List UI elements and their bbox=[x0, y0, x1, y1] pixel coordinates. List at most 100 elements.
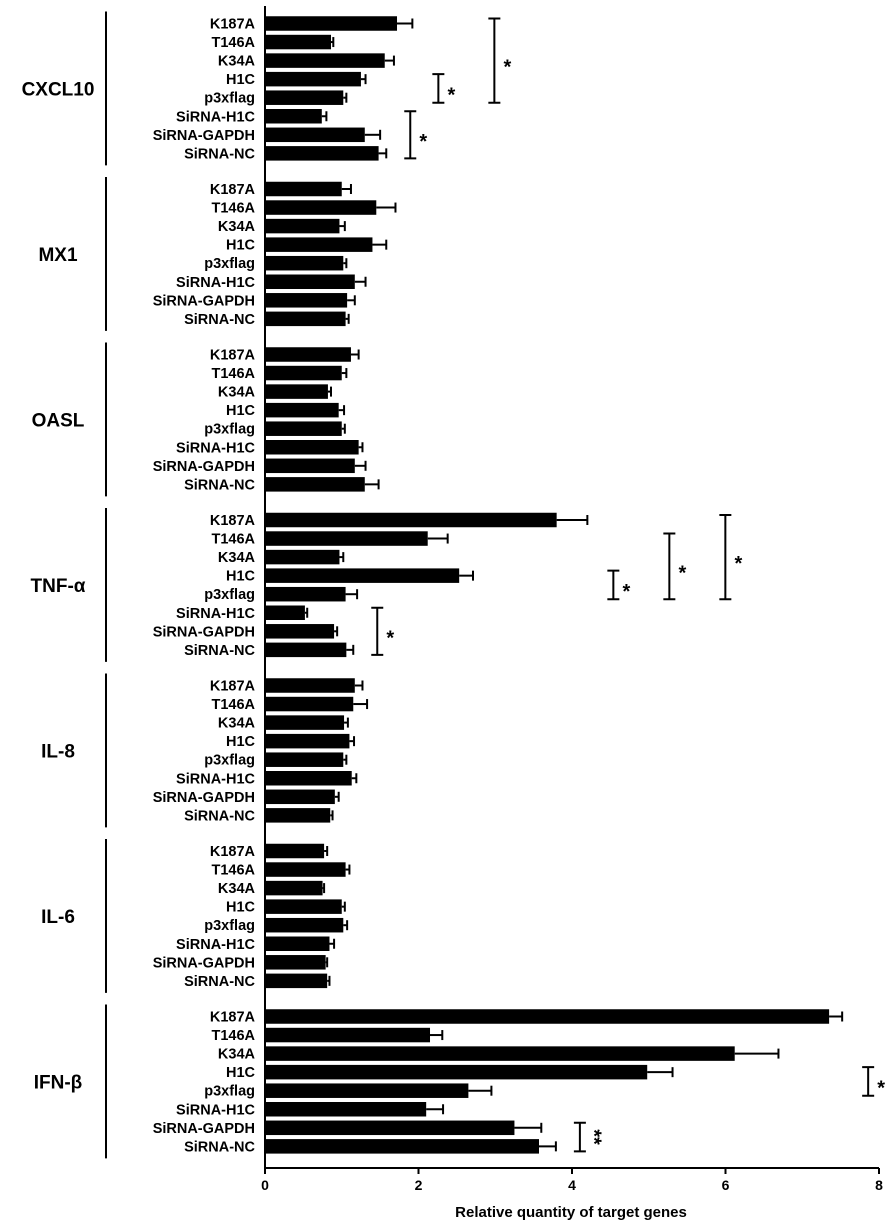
category-label: K187A bbox=[210, 1010, 256, 1026]
category-label: SiRNA-H1C bbox=[176, 606, 255, 622]
bar bbox=[265, 568, 460, 583]
bar bbox=[265, 384, 328, 399]
category-label: SiRNA-GAPDH bbox=[153, 624, 255, 640]
bar bbox=[265, 53, 385, 68]
category-label: T146A bbox=[211, 35, 255, 51]
bar bbox=[265, 402, 339, 418]
category-label: SiRNA-NC bbox=[184, 808, 255, 824]
category-label: SiRNA-GAPDH bbox=[153, 790, 255, 806]
category-label: SiRNA-NC bbox=[184, 974, 255, 990]
group-label: OASL bbox=[32, 410, 85, 431]
group-label: IL-6 bbox=[41, 907, 75, 928]
x-tick-label: 8 bbox=[875, 1177, 883, 1193]
bar bbox=[265, 586, 346, 602]
bar bbox=[265, 624, 335, 639]
significance-bracket bbox=[663, 532, 676, 601]
group-label: IFN-β bbox=[34, 1072, 83, 1093]
bar bbox=[265, 477, 365, 492]
x-tick-label: 6 bbox=[722, 1177, 730, 1193]
bar bbox=[265, 440, 359, 455]
bar bbox=[265, 347, 351, 362]
bar bbox=[265, 71, 361, 87]
category-label: SiRNA-NC bbox=[184, 643, 255, 659]
category-label: K187A bbox=[210, 348, 256, 364]
bar bbox=[265, 255, 344, 271]
significance-bracket bbox=[719, 514, 732, 601]
bar bbox=[265, 458, 355, 474]
category-label: T146A bbox=[211, 697, 255, 713]
category-label: H1C bbox=[226, 238, 256, 254]
category-label: SiRNA-H1C bbox=[176, 1102, 255, 1118]
labels-layer: CXCL10 K187A T146A K34A H1C p3xflag SiRNA-H1C S… bbox=[22, 11, 256, 1159]
bar bbox=[265, 880, 323, 896]
category-label: SiRNA-NC bbox=[184, 146, 255, 162]
category-label: SiRNA-GAPDH bbox=[153, 955, 255, 971]
bar bbox=[265, 311, 346, 327]
bar bbox=[265, 973, 328, 989]
category-label: K34A bbox=[218, 219, 256, 235]
x-axis: 0 2 4 6 8 bbox=[261, 6, 883, 1193]
category-label: T146A bbox=[211, 201, 255, 217]
category-label: SiRNA-GAPDH bbox=[153, 293, 255, 309]
bar bbox=[265, 200, 377, 215]
category-label: H1C bbox=[226, 900, 256, 916]
category-label: SiRNA-GAPDH bbox=[153, 459, 255, 475]
category-label: p3xflag bbox=[204, 422, 255, 438]
group-label: CXCL10 bbox=[22, 79, 95, 100]
category-label: H1C bbox=[226, 403, 256, 419]
significance-bracket bbox=[371, 606, 384, 656]
category-label: p3xflag bbox=[204, 587, 255, 603]
category-label: K34A bbox=[218, 1047, 256, 1063]
category-label: T146A bbox=[211, 366, 255, 382]
bar bbox=[265, 146, 379, 161]
category-label: p3xflag bbox=[204, 918, 255, 934]
bar bbox=[265, 696, 354, 712]
bar bbox=[265, 642, 347, 658]
category-label: K34A bbox=[218, 550, 256, 566]
category-label: SiRNA-H1C bbox=[176, 771, 255, 787]
significance-label: * bbox=[447, 84, 455, 106]
category-label: H1C bbox=[226, 734, 256, 750]
category-label: T146A bbox=[211, 1028, 255, 1044]
bar bbox=[265, 90, 344, 105]
significance-label: ** bbox=[583, 1129, 605, 1145]
bar bbox=[265, 1009, 830, 1024]
bar bbox=[265, 789, 335, 805]
bar bbox=[265, 808, 331, 823]
category-label: SiRNA-H1C bbox=[176, 275, 255, 291]
category-label: SiRNA-H1C bbox=[176, 937, 255, 953]
x-axis-title: Relative quantity of target genes bbox=[455, 1204, 687, 1221]
significance-label: * bbox=[678, 562, 686, 584]
category-label: SiRNA-NC bbox=[184, 477, 255, 493]
bar bbox=[265, 1027, 431, 1043]
significance-label: * bbox=[622, 581, 630, 603]
bar bbox=[265, 862, 346, 877]
significance-label: * bbox=[386, 627, 394, 649]
category-label: K34A bbox=[218, 54, 256, 70]
category-label: K187A bbox=[210, 513, 256, 529]
category-label: K187A bbox=[210, 844, 256, 860]
bar bbox=[265, 549, 340, 565]
x-tick-label: 2 bbox=[415, 1177, 423, 1193]
category-label: H1C bbox=[226, 569, 256, 585]
x-tick-label: 4 bbox=[568, 1177, 576, 1193]
bar bbox=[265, 181, 342, 197]
significance-label: * bbox=[419, 131, 427, 153]
bar bbox=[265, 531, 428, 546]
category-label: p3xflag bbox=[204, 256, 255, 272]
category-label: p3xflag bbox=[204, 753, 255, 769]
bar bbox=[265, 237, 373, 252]
category-label: K187A bbox=[210, 679, 256, 695]
significance-bracket bbox=[404, 110, 417, 160]
bar bbox=[265, 218, 340, 234]
bar bbox=[265, 1083, 469, 1098]
category-label: SiRNA-NC bbox=[184, 312, 255, 328]
bar bbox=[265, 936, 330, 951]
bar bbox=[265, 1120, 515, 1136]
category-label: SiRNA-H1C bbox=[176, 440, 255, 456]
category-label: H1C bbox=[226, 72, 256, 88]
significance-bracket bbox=[432, 73, 445, 104]
category-label: H1C bbox=[226, 1065, 256, 1081]
bar bbox=[265, 917, 344, 933]
